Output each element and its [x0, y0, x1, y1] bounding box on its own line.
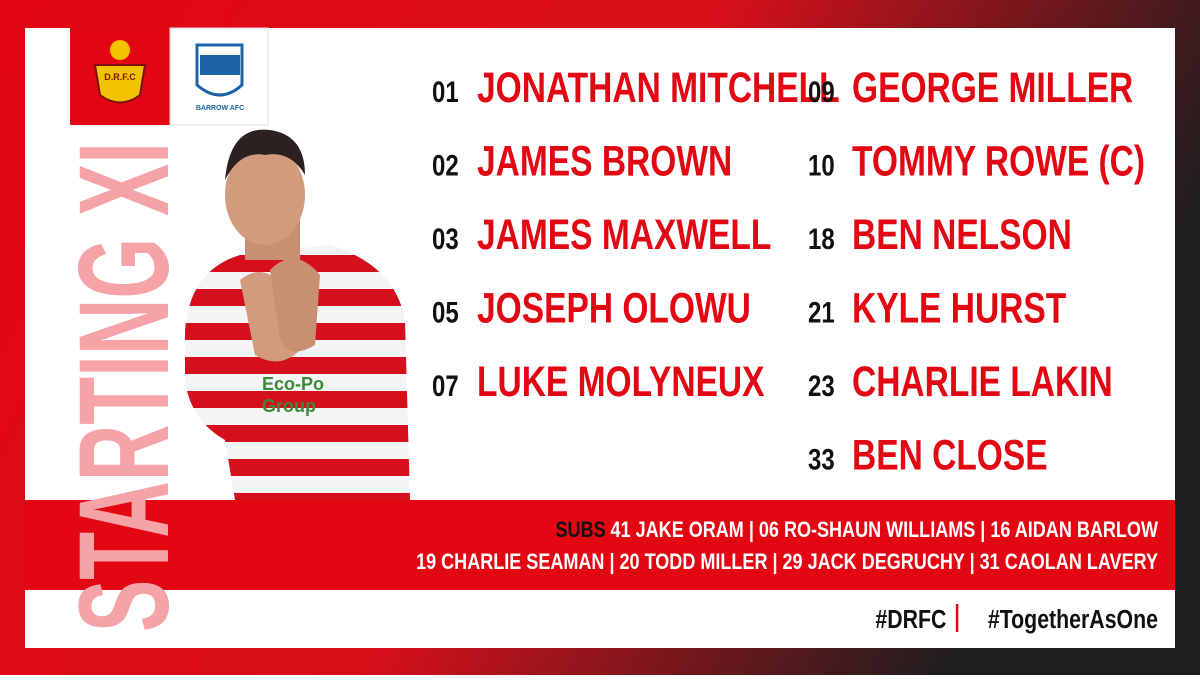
- player-number: 33: [808, 442, 835, 476]
- hashtag: #TogetherAsOne: [988, 605, 1158, 635]
- player-name: BEN CLOSE: [852, 432, 1048, 480]
- player-name: BEN NELSON: [852, 211, 1072, 259]
- player-name: KYLE HURST: [852, 285, 1067, 333]
- player-name: LUKE MOLYNEUX: [477, 358, 765, 406]
- subs-label: SUBS: [556, 518, 606, 542]
- player-name: CHARLIE LAKIN: [852, 358, 1113, 406]
- player-name: JONATHAN MITCHELL: [477, 64, 840, 112]
- sponsor-line: Group: [262, 396, 316, 416]
- subs-list: 41 JAKE ORAM | 06 RO-SHAUN WILLIAMS | 16…: [611, 518, 1158, 542]
- home-badge-text: D.R.F.C: [104, 72, 136, 82]
- player-number: 03: [432, 221, 459, 255]
- player-number: 09: [808, 74, 835, 108]
- player-name: TOMMY ROWE (C): [852, 138, 1145, 186]
- subs-line: SUBS 41 JAKE ORAM | 06 RO-SHAUN WILLIAMS …: [556, 518, 1158, 542]
- away-badge-text: BARROW AFC: [196, 105, 244, 112]
- player-number: 07: [432, 368, 459, 402]
- player-name: JOSEPH OLOWU: [477, 285, 751, 333]
- player-photo: Eco-Po Group: [185, 129, 410, 500]
- player-number: 05: [432, 295, 459, 329]
- away-badge: BARROW AFC: [195, 43, 244, 112]
- hashtag: #DRFC: [875, 605, 946, 635]
- subs-line: 19 CHARLIE SEAMAN | 20 TODD MILLER | 29 …: [416, 550, 1158, 574]
- player-number: 23: [808, 368, 835, 402]
- player-name: GEORGE MILLER: [852, 64, 1133, 112]
- title: STARTING XI: [53, 142, 196, 632]
- player-number: 02: [432, 148, 459, 182]
- player-number: 10: [808, 148, 835, 182]
- player-name: JAMES MAXWELL: [477, 211, 771, 259]
- player-name: JAMES BROWN: [477, 138, 732, 186]
- hashtags: #TogetherAsOne #DRFC: [875, 604, 1158, 635]
- player-number: 21: [808, 295, 835, 329]
- sponsor-line: Eco-Po: [262, 374, 324, 394]
- player-number: 18: [808, 221, 835, 255]
- player-number: 01: [432, 74, 459, 108]
- home-badge: D.R.F.C: [93, 40, 147, 104]
- subs-band: [25, 500, 1175, 590]
